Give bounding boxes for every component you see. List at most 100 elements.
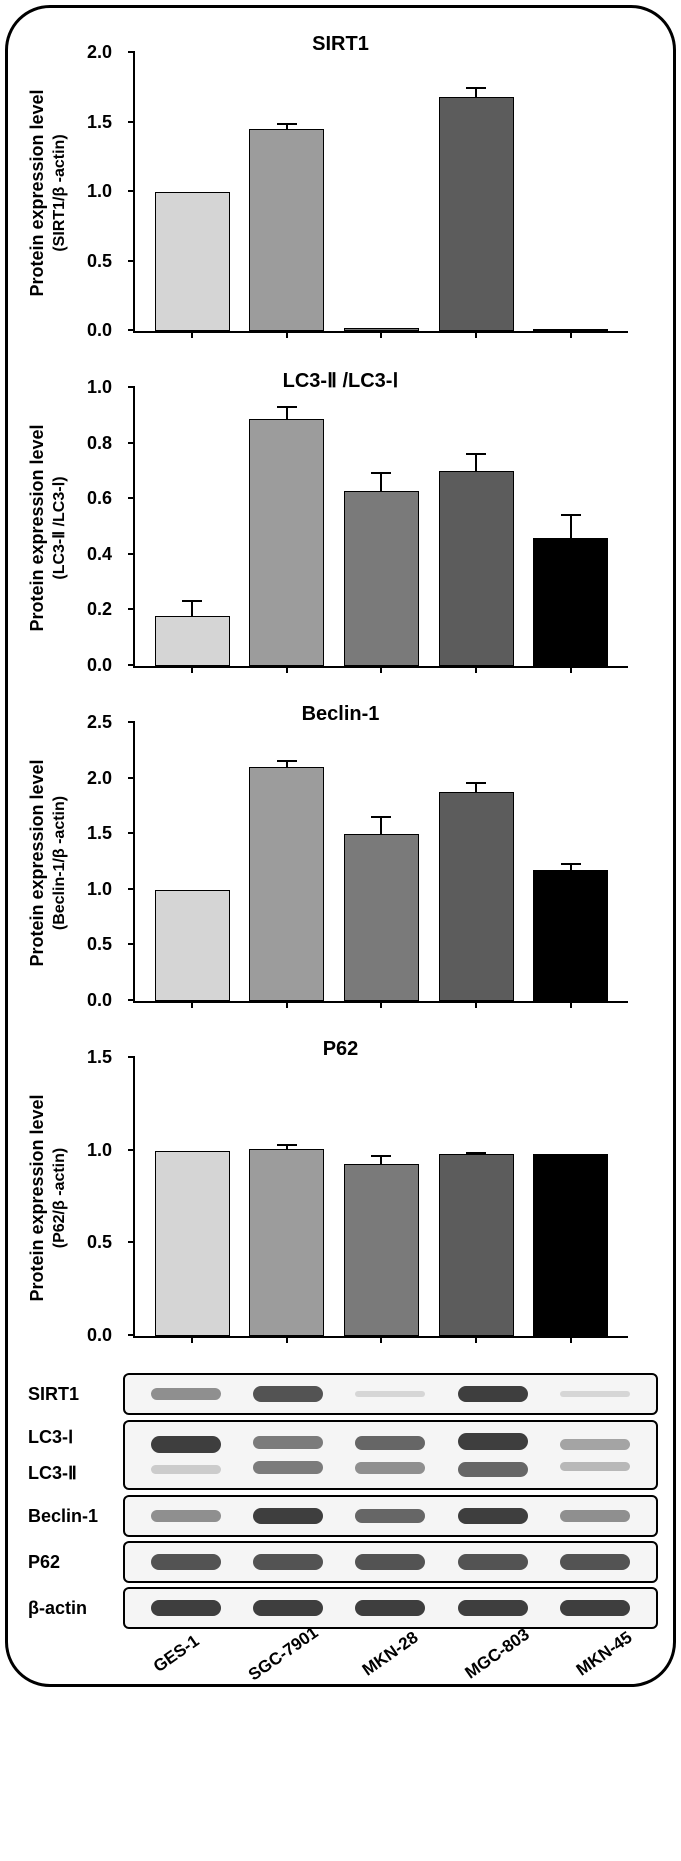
- error-bar: [475, 453, 477, 473]
- y-tick-mark: [128, 888, 135, 890]
- x-tick-mark: [570, 1336, 572, 1343]
- y-tick-label: 2.0: [87, 768, 112, 789]
- y-tick-mark: [128, 1056, 135, 1058]
- y-tick-mark: [128, 1334, 135, 1336]
- y-tick-mark: [128, 1241, 135, 1243]
- x-tick-mark: [475, 1336, 477, 1343]
- y-axis-label: Protein expression level(P62/β -actin): [27, 1058, 69, 1338]
- chart-panel-lc3lc3: LC3-Ⅱ /LC3-ⅠProtein expression level(LC3…: [23, 363, 658, 693]
- y-tick-label: 0.6: [87, 488, 112, 509]
- figure-container: SIRT1 Protein expression level(SIRT1/β -a…: [5, 5, 676, 1687]
- y-tick-label: 1.0: [87, 181, 112, 202]
- blot-label: SIRT1: [23, 1384, 123, 1405]
- y-tick-mark: [128, 608, 135, 610]
- error-bar: [286, 1144, 288, 1150]
- bar-group: [344, 723, 419, 1001]
- plot-area: 0.00.51.01.52.02.5: [133, 723, 628, 1003]
- x-tick-mark: [380, 666, 382, 673]
- y-tick-label: 0.4: [87, 544, 112, 565]
- y-tick-mark: [128, 664, 135, 666]
- y-axis-label: Protein expression level(SIRT1/β -actin): [27, 53, 69, 333]
- y-tick-label: 2.5: [87, 712, 112, 733]
- error-bar: [380, 1155, 382, 1164]
- x-tick-mark: [380, 1001, 382, 1008]
- y-tick-mark: [128, 329, 135, 331]
- chart-panel-p62: P62Protein expression level(P62/β -actin…: [23, 1033, 658, 1363]
- blot-lane: [123, 1420, 658, 1490]
- error-cap: [466, 782, 486, 784]
- band: [458, 1462, 528, 1476]
- blot-column: [557, 1600, 632, 1617]
- bar-SGC-7901: [249, 767, 324, 1001]
- error-bar: [380, 472, 382, 492]
- blot-label: P62: [23, 1552, 123, 1573]
- bar-MKN-45: [533, 329, 608, 331]
- y-tick-mark: [128, 553, 135, 555]
- blot-column: [455, 1433, 530, 1476]
- bar-group: [344, 388, 419, 666]
- bar-SGC-7901: [249, 129, 324, 331]
- x-tick-mark: [191, 1001, 193, 1008]
- band: [253, 1386, 323, 1402]
- y-tick-label: 0.5: [87, 251, 112, 272]
- error-cap: [561, 514, 581, 516]
- bar-MKN-45: [533, 1154, 608, 1336]
- blot-column: [251, 1508, 326, 1525]
- x-tick-mark: [191, 666, 193, 673]
- bar-SGC-7901: [249, 1149, 324, 1336]
- bar-group: [533, 1058, 608, 1336]
- band: [253, 1436, 323, 1449]
- bar-MKN-28: [344, 328, 419, 331]
- blot-column: [251, 1600, 326, 1617]
- band: [253, 1554, 323, 1570]
- band: [253, 1461, 323, 1474]
- bar-group: [533, 723, 608, 1001]
- band: [151, 1388, 221, 1400]
- blot-column: [149, 1436, 224, 1473]
- blot-row: Beclin-1: [23, 1495, 658, 1537]
- bar-group: [344, 53, 419, 331]
- bar-group: [533, 53, 608, 331]
- blot-column: [455, 1508, 530, 1525]
- bar-group: [344, 1058, 419, 1336]
- blot-row: P62: [23, 1541, 658, 1583]
- bar-group: [249, 723, 324, 1001]
- band: [151, 1600, 221, 1617]
- y-tick-label: 0.0: [87, 990, 112, 1011]
- y-tick-mark: [128, 721, 135, 723]
- y-tick-label: 2.0: [87, 42, 112, 63]
- blot-row: SIRT1: [23, 1373, 658, 1415]
- y-tick-label: 1.5: [87, 112, 112, 133]
- band: [151, 1510, 221, 1522]
- chart-panel-sirt1: SIRT1Protein expression level(SIRT1/β -a…: [23, 28, 658, 358]
- chart-panel-beclin1: Beclin-1Protein expression level(Beclin-…: [23, 698, 658, 1028]
- y-tick-label: 1.5: [87, 1047, 112, 1068]
- blot-column: [149, 1554, 224, 1570]
- blot-column: [557, 1391, 632, 1397]
- error-bar: [475, 782, 477, 793]
- error-cap: [466, 1152, 486, 1154]
- error-cap: [371, 816, 391, 818]
- blot-column: [353, 1600, 428, 1617]
- y-tick-label: 1.0: [87, 377, 112, 398]
- error-cap: [371, 1155, 391, 1157]
- bar-group: [249, 1058, 324, 1336]
- bars-container: [135, 53, 628, 331]
- blot-column: [455, 1600, 530, 1617]
- band: [151, 1465, 221, 1473]
- blot-label: β-actin: [23, 1598, 123, 1619]
- band: [355, 1600, 425, 1617]
- band: [355, 1462, 425, 1474]
- error-cap: [561, 1154, 581, 1156]
- bars-container: [135, 723, 628, 1001]
- bar-MGC-803: [439, 1154, 514, 1336]
- bar-group: [249, 53, 324, 331]
- band: [253, 1508, 323, 1525]
- error-bar: [570, 1154, 572, 1156]
- y-tick-label: 0.5: [87, 934, 112, 955]
- blot-column: [353, 1554, 428, 1570]
- band: [355, 1509, 425, 1523]
- blot-row: LC3-ⅠLC3-Ⅱ: [23, 1419, 658, 1491]
- y-tick-mark: [128, 1149, 135, 1151]
- bar-MKN-28: [344, 1164, 419, 1336]
